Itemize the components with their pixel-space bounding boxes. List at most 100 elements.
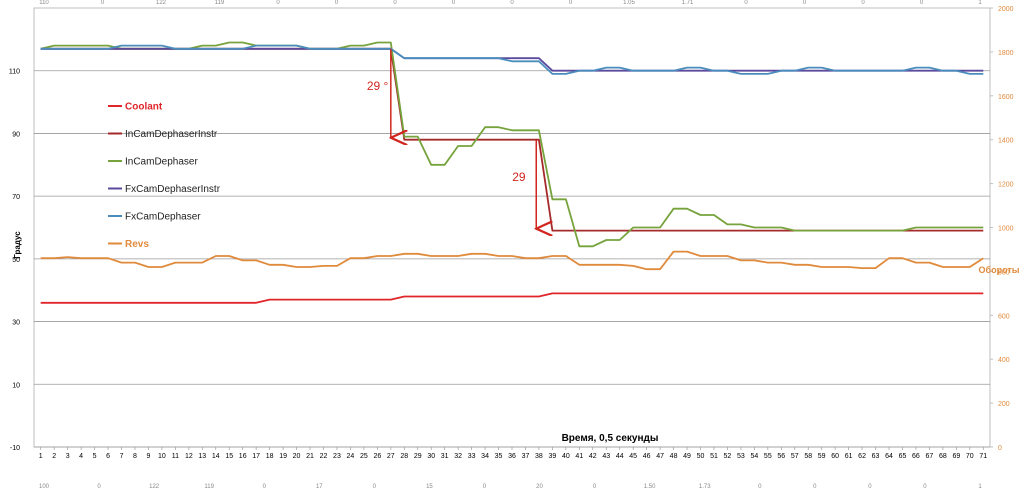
y-right-tick-label: 800 [998, 269, 1010, 276]
x-tick-label: 45 [629, 453, 637, 460]
x-tick-label: 55 [764, 453, 772, 460]
x-tick-label: 47 [656, 453, 664, 460]
bottom-axis-label: 0 [373, 484, 377, 489]
x-tick-label: 4 [79, 453, 83, 460]
annotation-label: 29 [512, 170, 526, 184]
x-tick-label: 7 [120, 453, 124, 460]
x-tick-label: 66 [912, 453, 920, 460]
bottom-axis-label: 17 [316, 484, 323, 489]
y-right-tick-label: 0 [998, 445, 1002, 452]
x-tick-label: 23 [333, 453, 341, 460]
series-line-fxcamdephaserinstr [40, 47, 984, 72]
y-axis-left-title: Градус [13, 231, 22, 259]
y-left-tick-label: 10 [12, 382, 20, 389]
x-tick-label: 69 [952, 453, 960, 460]
x-tick-label: 11 [172, 453, 179, 460]
series-line-incamdephaser [40, 41, 984, 248]
series-layer [40, 41, 984, 304]
x-tick-label: 33 [468, 453, 476, 460]
top-axis-label: 0 [569, 0, 573, 6]
y-right-tick-label: 400 [998, 357, 1010, 364]
y-left-tick-label: -10 [10, 445, 20, 452]
y-left-tick-label: 110 [9, 69, 20, 76]
x-tick-label: 58 [804, 453, 812, 460]
y-right-tick-label: 600 [998, 313, 1010, 320]
y-right-tick-label: 1800 [998, 50, 1014, 57]
top-axis-label: 0 [393, 0, 397, 6]
y-left-tick-label: 70 [12, 194, 20, 201]
x-tick-label: 63 [872, 453, 880, 460]
annotation-label: 29 ° [367, 79, 389, 93]
x-tick-label: 25 [360, 453, 368, 460]
top-axis-label: 0 [803, 0, 807, 6]
x-tick-label: 39 [548, 453, 556, 460]
plot-frame [33, 7, 991, 448]
x-tick-label: 22 [320, 453, 328, 460]
top-axis-label: 0 [744, 0, 748, 6]
series-line-revs [40, 250, 984, 271]
y-left-tick-label: 90 [12, 131, 20, 138]
x-tick-label: 54 [750, 453, 758, 460]
x-tick-label: 49 [683, 453, 691, 460]
annotation-layer: 29 ° 29 [367, 48, 536, 229]
legend-label: Coolant [125, 102, 163, 113]
y-right-tick-label: 200 [998, 401, 1010, 408]
x-tick-label: 18 [266, 453, 274, 460]
bottom-axis-label: 0 [813, 484, 817, 489]
y-right-tick-label: 1200 [998, 182, 1014, 189]
y-right-tick-label: 2000 [998, 6, 1014, 13]
y-right-tick-label: 1000 [998, 226, 1014, 233]
x-tick-label: 40 [562, 453, 570, 460]
top-axis-label: 0 [510, 0, 514, 6]
top-axis-label: 1.71 [682, 0, 694, 6]
x-tick-label: 32 [454, 453, 462, 460]
bottom-axis-label: 1.50 [644, 484, 656, 489]
series-line-fxcamdephaser [40, 44, 984, 75]
x-tick-label: 36 [508, 453, 516, 460]
x-tick-label: 37 [522, 453, 530, 460]
top-axis-label: 0 [101, 0, 105, 6]
x-tick-label: 24 [347, 453, 355, 460]
x-tick-label: 20 [293, 453, 301, 460]
top-axis-label: 0 [276, 0, 280, 6]
x-tick-label: 61 [845, 453, 853, 460]
bottom-axis-label: 0 [97, 484, 101, 489]
x-tick-label: 71 [979, 453, 987, 460]
legend-label: InCamDephaserInstr [125, 129, 218, 140]
x-tick-label: 27 [387, 453, 395, 460]
x-tick-label: 12 [185, 453, 193, 460]
x-tick-label: 65 [899, 453, 907, 460]
x-tick-label: 28 [400, 453, 408, 460]
bottom-axis-label: 1.73 [699, 484, 711, 489]
top-axis-label: 119 [215, 0, 225, 6]
x-tick-label: 21 [306, 453, 314, 460]
y-axis-right-title: Обороты [979, 265, 1020, 275]
x-tick-label: 56 [777, 453, 785, 460]
top-axis-label: 110 [39, 0, 49, 6]
x-tick-label: 13 [198, 453, 206, 460]
bottom-axis-label: 122 [149, 484, 160, 489]
x-tick-label: 16 [239, 453, 247, 460]
x-tick-label: 34 [481, 453, 489, 460]
legend: Coolant InCamDephaserInstr InCamDephaser Fx… [108, 102, 221, 250]
x-tick-label: 51 [710, 453, 718, 460]
x-tick-label: 38 [535, 453, 543, 460]
axis-layer: -101030507090110020040060080010001200140… [9, 0, 1014, 490]
bottom-axis-label: 119 [204, 484, 214, 489]
x-tick-label: 19 [279, 453, 287, 460]
x-tick-label: 50 [697, 453, 705, 460]
x-tick-label: 30 [427, 453, 435, 460]
x-tick-label: 17 [252, 453, 260, 460]
x-tick-label: 60 [831, 453, 839, 460]
x-tick-label: 59 [818, 453, 826, 460]
x-tick-label: 41 [575, 453, 583, 460]
x-tick-label: 14 [212, 453, 220, 460]
x-tick-label: 10 [158, 453, 166, 460]
x-tick-label: 31 [441, 453, 449, 460]
top-axis-label: 1.05 [623, 0, 635, 6]
y-right-tick-label: 1600 [998, 94, 1014, 101]
x-tick-label: 1 [39, 453, 43, 460]
x-tick-label: 52 [724, 453, 732, 460]
